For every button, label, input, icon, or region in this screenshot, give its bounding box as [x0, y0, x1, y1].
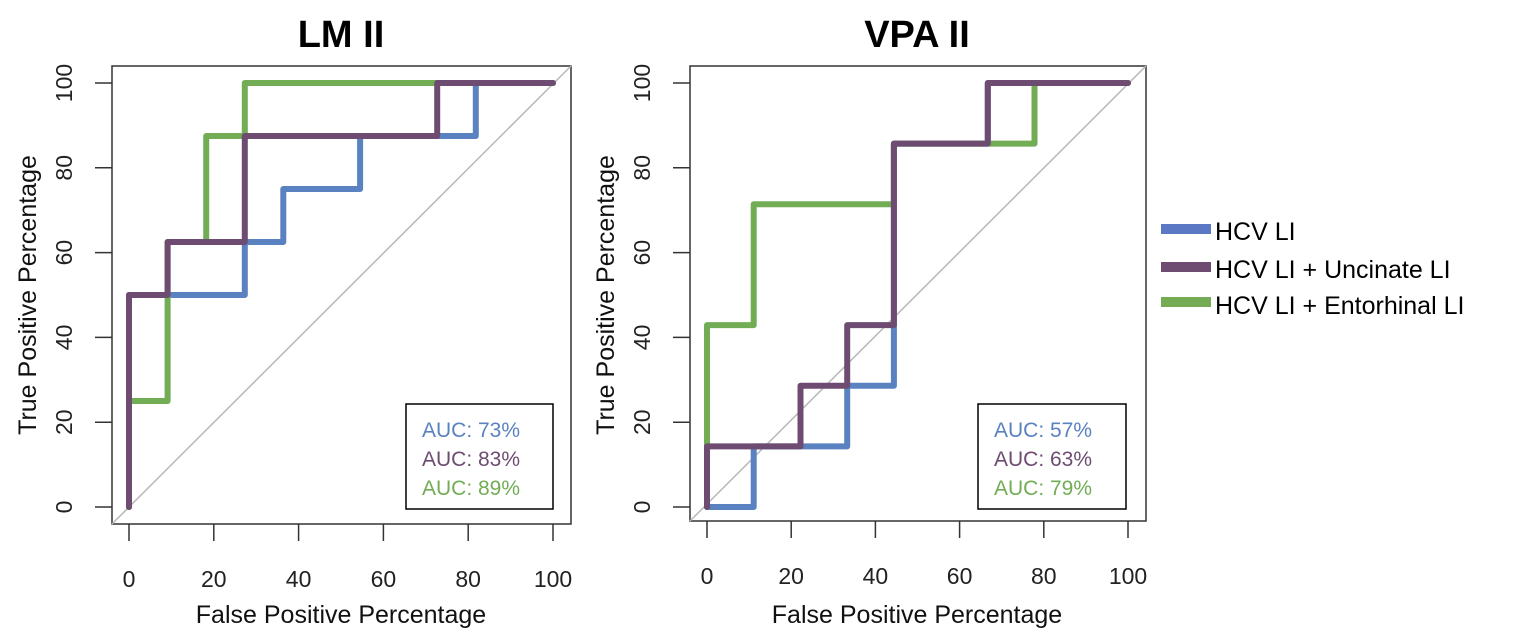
panel-lm-ii: LM II 0 20 40 60 80 100 0 20 40 60 80 100 AUC: 73% …	[14, 14, 572, 629]
x-tick-label: 100	[534, 566, 572, 592]
legend-swatch-entorhinal	[1161, 297, 1211, 307]
axis-ticks: 0 20 40 60 80 100 0 20 40 60 80 100	[51, 64, 572, 592]
y-tick-label: 60	[51, 240, 77, 266]
y-tick-label: 100	[51, 64, 77, 102]
y-tick-label: 40	[51, 325, 77, 351]
legend: HCV LI HCV LI + Uncinate LI HCV LI + Ent…	[1161, 218, 1464, 320]
x-tick-label: 100	[1109, 563, 1147, 589]
chart-title: VPA II	[864, 14, 970, 56]
x-tick-label: 20	[778, 563, 804, 589]
legend-label-entorhinal: HCV LI + Entorhinal LI	[1215, 292, 1464, 320]
y-tick-label: 100	[629, 64, 655, 102]
y-tick-label: 80	[51, 155, 77, 181]
x-axis-label: False Positive Percentage	[772, 601, 1062, 629]
roc-curve-hcv-li-uncinate-li	[704, 80, 1131, 510]
y-tick-label: 0	[629, 501, 655, 514]
x-axis-label: False Positive Percentage	[196, 601, 486, 629]
x-tick-label: 60	[371, 566, 397, 592]
x-tick-label: 20	[201, 566, 227, 592]
auc-label-hcv: AUC: 57%	[994, 419, 1092, 442]
legend-label-hcv: HCV LI	[1215, 218, 1296, 246]
x-tick-label: 40	[286, 566, 312, 592]
y-tick-label: 60	[629, 240, 655, 266]
roc-curve-hcv-li-uncinate-li	[126, 80, 556, 510]
y-tick-label: 20	[629, 409, 655, 435]
y-tick-label: 80	[629, 155, 655, 181]
auc-label-uncinate: AUC: 83%	[422, 448, 520, 471]
x-tick-label: 0	[123, 566, 136, 592]
x-tick-label: 60	[947, 563, 973, 589]
auc-label-entorhinal: AUC: 89%	[422, 477, 520, 500]
x-tick-label: 80	[455, 566, 481, 592]
y-tick-label: 40	[629, 325, 655, 351]
series-group	[111, 65, 572, 525]
y-axis-label: True Positive Percentage	[14, 155, 42, 435]
y-tick-label: 20	[51, 409, 77, 435]
chart-title: LM II	[298, 14, 385, 56]
auc-label-uncinate: AUC: 63%	[994, 448, 1092, 471]
auc-label-hcv: AUC: 73%	[422, 419, 520, 442]
legend-swatch-uncinate	[1161, 262, 1211, 272]
reference-diagonal	[111, 65, 572, 525]
legend-swatch-hcv	[1161, 224, 1211, 234]
plot-frame	[689, 65, 1147, 522]
axis-ticks: 0 20 40 60 80 100 0 20 40 60 80 100	[629, 64, 1147, 589]
x-tick-label: 40	[863, 563, 889, 589]
y-axis-label: True Positive Percentage	[592, 155, 620, 435]
auc-box-frame	[977, 403, 1127, 510]
x-tick-label: 0	[701, 563, 714, 589]
auc-box: AUC: 57% AUC: 63% AUC: 79%	[977, 403, 1127, 510]
legend-label-uncinate: HCV LI + Uncinate LI	[1215, 256, 1451, 284]
roc-curve-hcv-li	[126, 80, 556, 510]
auc-box-frame	[405, 403, 554, 510]
series-group	[689, 65, 1147, 522]
x-tick-label: 80	[1031, 563, 1057, 589]
auc-label-entorhinal: AUC: 79%	[994, 477, 1092, 500]
plot-frame	[111, 65, 572, 525]
panel-vpa-ii: VPA II 0 20 40 60 80 100 0 20 40 60 80 100 AUC: 57%…	[592, 14, 1147, 629]
auc-box: AUC: 73% AUC: 83% AUC: 89%	[405, 403, 554, 510]
y-tick-label: 0	[51, 501, 77, 514]
